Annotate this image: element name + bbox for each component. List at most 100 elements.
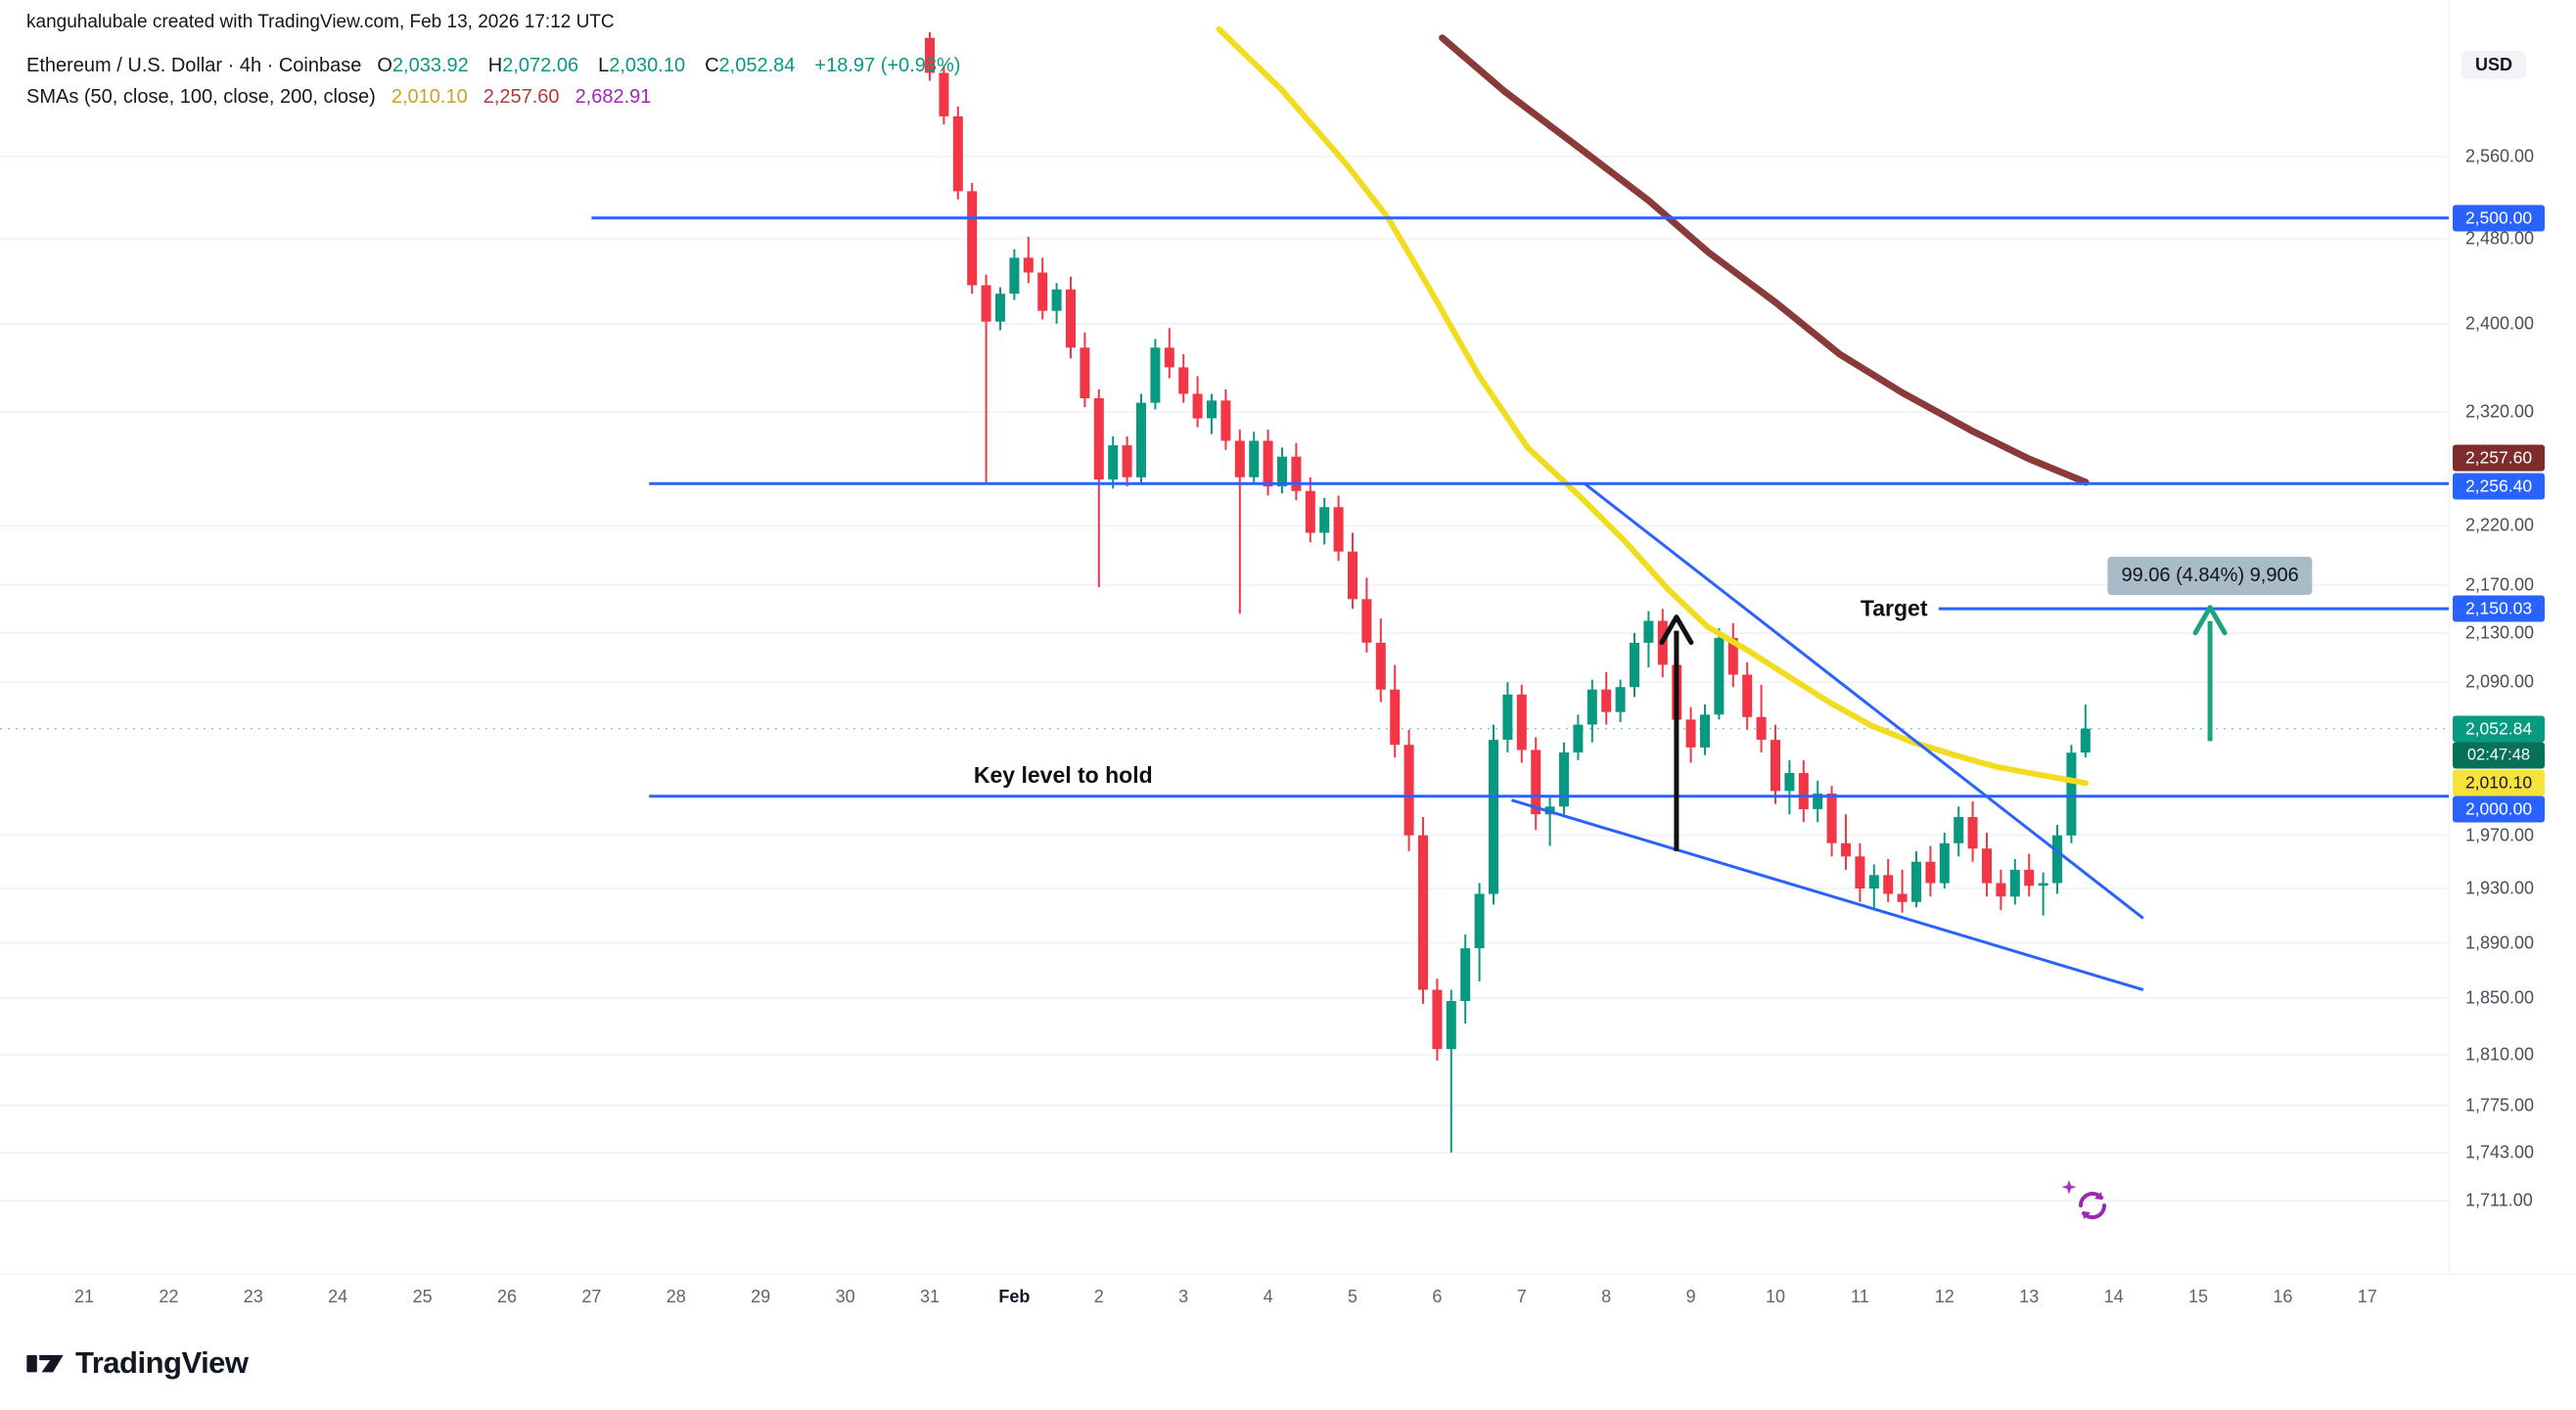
candle-body [1714, 637, 1725, 715]
candle-body [1939, 842, 1950, 884]
time-tick-label: 26 [496, 1287, 518, 1306]
candle-body [1784, 773, 1795, 792]
time-tick-label: 3 [1178, 1287, 1189, 1306]
time-tick-label: 28 [666, 1287, 686, 1306]
candle-body [1883, 875, 1894, 894]
price-tick-label: 2,170.00 [2465, 574, 2535, 595]
bar-countdown-badge: 02:47:48 [2453, 742, 2545, 769]
symbol-title[interactable]: Ethereum / U.S. Dollar · 4h · Coinbase [26, 55, 362, 76]
candle-body [1615, 687, 1626, 712]
candle-body [1108, 445, 1119, 479]
time-tick-label: 22 [159, 1287, 179, 1306]
candle-body [1178, 367, 1189, 394]
target-annotation[interactable]: Target [1860, 595, 1928, 621]
tradingview-wordmark: TradingView [75, 1345, 249, 1380]
candle-body [1432, 989, 1443, 1050]
candle-body [1967, 817, 1978, 849]
candle-body [939, 72, 949, 116]
candle-body [1249, 440, 1260, 478]
sma200-value: 2,682.91 [575, 86, 652, 108]
sma100-value: 2,257.60 [483, 86, 560, 108]
candle-body [1925, 861, 1936, 884]
close-label: C [705, 55, 719, 76]
price-axis[interactable]: 2,560.00 2,480.00 2,400.00 2,320.00 2,220.00… [2449, 0, 2576, 1274]
close-pair: C2,052.84 [705, 55, 795, 77]
level-2500-badge: 2,500.00 [2453, 205, 2545, 232]
candle-body [1037, 272, 1048, 311]
candle-body [2080, 728, 2091, 753]
candle-body [1418, 835, 1428, 990]
time-tick-label: 10 [1765, 1287, 1786, 1306]
time-tick-label: 7 [1516, 1287, 1527, 1306]
sma50-value: 2,010.10 [391, 86, 468, 108]
time-tick-label: 15 [2187, 1287, 2209, 1306]
candle-body [967, 191, 978, 286]
candle-body [1348, 551, 1357, 600]
candle-body [1164, 347, 1174, 368]
price-tick-label: 2,560.00 [2465, 146, 2535, 166]
price-tick-label: 2,320.00 [2465, 401, 2535, 422]
candle-body [1080, 347, 1090, 398]
candle-body [1192, 393, 1203, 419]
candle-body [1982, 848, 1992, 884]
candle-body [1502, 694, 1513, 740]
attribution-text: kanguhalubale created with TradingView.c… [26, 12, 615, 32]
low-pair: L2,030.10 [598, 55, 685, 77]
candle-body [1771, 740, 1780, 792]
price-tick-label: 1,850.00 [2465, 987, 2535, 1008]
high-label: H [487, 55, 503, 76]
candle-body [1855, 856, 1865, 888]
candle-body [1234, 440, 1245, 478]
candle-body [1460, 948, 1471, 1001]
price-tick-label: 2,130.00 [2465, 622, 2535, 643]
price-tick-label: 1,930.00 [2465, 878, 2535, 898]
time-tick-label: 14 [2103, 1287, 2124, 1306]
candle-body [1826, 794, 1837, 843]
replay-sparkle-icon [2057, 1176, 2116, 1229]
change-value: +18.97 (+0.93%) [814, 55, 961, 76]
time-tick-label: 5 [1347, 1287, 1358, 1306]
candle-body [1954, 817, 1964, 843]
price-tick-label: 1,890.00 [2465, 932, 2535, 952]
time-tick-label: 11 [1851, 1287, 1869, 1306]
level-2256-badge: 2,256.40 [2453, 473, 2545, 500]
time-axis[interactable]: 21 22 23 24 25 26 27 28 29 30 31 Feb 2 3 4 5 6 7 8 9 10 11 12 1… [0, 1274, 2576, 1322]
candle-body [1742, 674, 1753, 717]
candle-body [1727, 637, 1738, 675]
candle-body [1375, 642, 1386, 690]
key-level-annotation[interactable]: Key level to hold [973, 761, 1153, 788]
level-2000-badge: 2,000.00 [2453, 796, 2545, 823]
time-tick-label: 31 [919, 1287, 941, 1306]
candle-body [1643, 620, 1654, 643]
candle-body [1066, 289, 1076, 348]
trend-line[interactable] [1510, 798, 2144, 992]
sma100-line [1439, 34, 2090, 486]
candle-body [1390, 689, 1401, 746]
candle-body [952, 115, 963, 192]
candle-body [995, 294, 1005, 322]
measure-tool-label[interactable]: 99.06 (4.84%) 9,906 [2107, 557, 2313, 596]
candle-body [2024, 869, 2035, 887]
tradingview-logo-icon [26, 1354, 64, 1373]
sma100-value-badge: 2,257.60 [2453, 444, 2545, 472]
candle-body [1489, 740, 1498, 894]
candle-body [1122, 445, 1132, 478]
trend-line[interactable] [1584, 482, 2144, 920]
candle-body [1403, 745, 1414, 836]
candle-body [1305, 490, 1315, 533]
candle-body [1897, 893, 1908, 902]
sma-indicator-label[interactable]: SMAs (50, close, 100, close, 200, close) [26, 86, 376, 108]
candle-body [1911, 861, 1921, 902]
candle-body [1291, 456, 1302, 491]
time-tick-label: 13 [2019, 1287, 2040, 1306]
candle-body [1756, 716, 1767, 740]
time-tick-label: 17 [2357, 1287, 2377, 1306]
currency-toggle-button[interactable]: USD [2461, 51, 2527, 79]
low-label: L [598, 55, 610, 76]
time-tick-label: 25 [412, 1287, 433, 1306]
candle-body [1136, 402, 1146, 478]
candle-body [1263, 440, 1273, 487]
tradingview-logo[interactable]: TradingView [24, 1342, 249, 1384]
price-tick-label: 1,711.00 [2465, 1190, 2533, 1210]
